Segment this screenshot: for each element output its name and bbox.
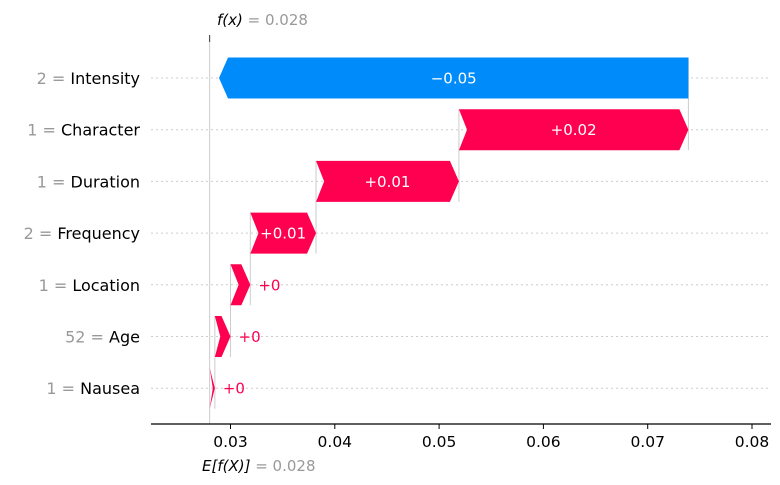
feature-label: 2 = Frequency <box>24 224 140 243</box>
bar-intensity <box>219 57 689 99</box>
bar-nausea <box>209 367 215 409</box>
bar-location <box>230 264 251 306</box>
fx-label: f(x) = 0.028 <box>217 11 308 29</box>
feature-label: 1 = Location <box>39 276 140 295</box>
feature-label: 1 = Duration <box>37 172 140 191</box>
x-tick-label: 0.08 <box>735 433 770 451</box>
feature-label: 1 = Nausea <box>46 379 140 398</box>
efx-label: E[f(X)] = 0.028 <box>202 457 316 475</box>
bar-value-label: +0.01 <box>260 225 306 243</box>
x-tick-label: 0.05 <box>422 433 457 451</box>
bar-frequency <box>250 212 317 254</box>
x-tick-label: 0.06 <box>526 433 561 451</box>
bar-duration <box>316 160 459 202</box>
bar-value-label: +0.02 <box>551 121 597 139</box>
bar-age <box>214 316 231 357</box>
x-tick-label: 0.03 <box>213 433 248 451</box>
x-tick-label: 0.07 <box>630 433 665 451</box>
bar-value-label: +0.01 <box>364 173 410 191</box>
bar-value-label: +0 <box>223 380 245 398</box>
bar-value-label: +0 <box>239 328 261 346</box>
feature-label: 2 = Intensity <box>37 69 140 88</box>
feature-label: 1 = Character <box>27 121 140 140</box>
bar-character <box>458 109 689 151</box>
bar-value-label: −0.05 <box>431 70 477 88</box>
feature-label: 52 = Age <box>65 328 140 347</box>
x-tick-label: 0.04 <box>318 433 353 451</box>
bar-value-label: +0 <box>258 276 280 294</box>
